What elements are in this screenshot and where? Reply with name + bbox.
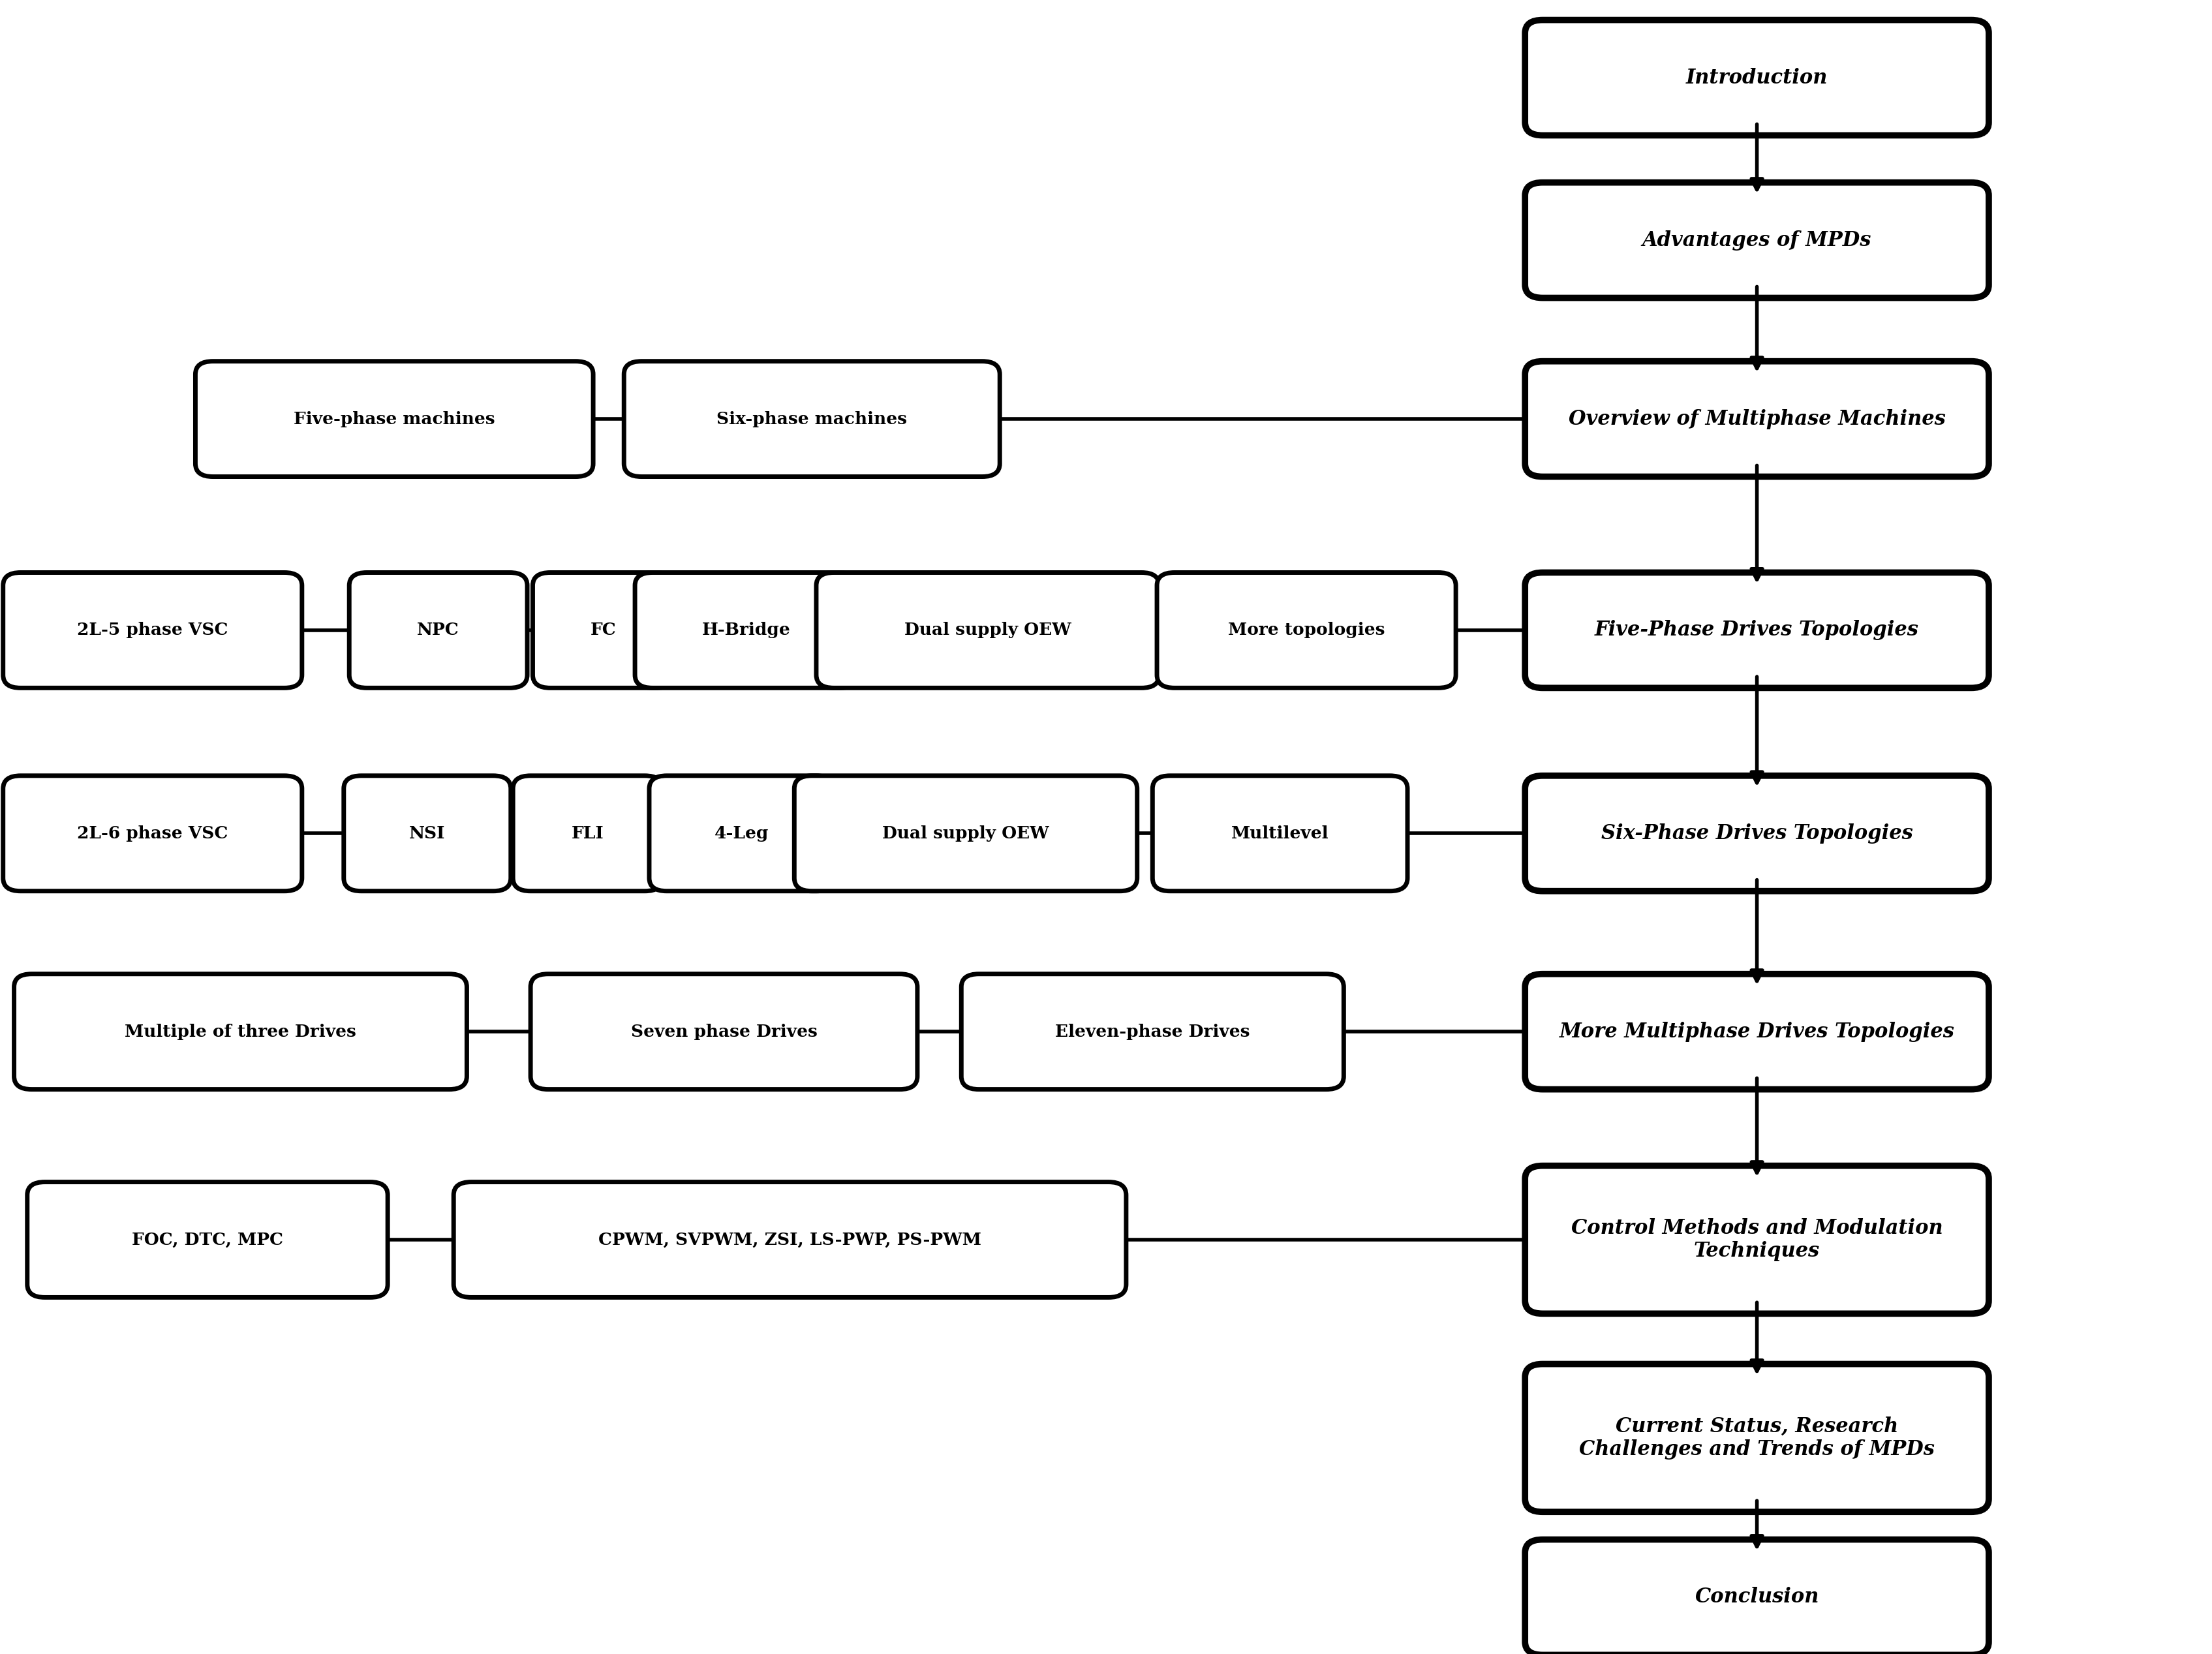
Text: Advantages of MPDs: Advantages of MPDs <box>1641 230 1871 250</box>
FancyBboxPatch shape <box>1524 572 1989 688</box>
Text: Five-Phase Drives Topologies: Five-Phase Drives Topologies <box>1595 620 1920 640</box>
FancyBboxPatch shape <box>343 776 511 892</box>
FancyBboxPatch shape <box>13 974 467 1090</box>
Text: Conclusion: Conclusion <box>1694 1588 1818 1608</box>
FancyBboxPatch shape <box>624 361 1000 476</box>
Text: FOC, DTC, MPC: FOC, DTC, MPC <box>133 1232 283 1247</box>
FancyBboxPatch shape <box>1524 1166 1989 1313</box>
FancyBboxPatch shape <box>1524 974 1989 1090</box>
Text: Eleven-phase Drives: Eleven-phase Drives <box>1055 1024 1250 1040</box>
FancyBboxPatch shape <box>2 572 303 688</box>
Text: Six-Phase Drives Topologies: Six-Phase Drives Topologies <box>1601 824 1913 844</box>
Text: Current Status, Research
Challenges and Trends of MPDs: Current Status, Research Challenges and … <box>1579 1416 1936 1460</box>
FancyBboxPatch shape <box>1524 20 1989 136</box>
FancyBboxPatch shape <box>1157 572 1455 688</box>
FancyBboxPatch shape <box>635 572 856 688</box>
Text: 2L-6 phase VSC: 2L-6 phase VSC <box>77 825 228 842</box>
Text: Six-phase machines: Six-phase machines <box>717 410 907 427</box>
FancyBboxPatch shape <box>962 974 1343 1090</box>
FancyBboxPatch shape <box>1524 182 1989 298</box>
FancyBboxPatch shape <box>513 776 661 892</box>
FancyBboxPatch shape <box>816 572 1159 688</box>
Text: FC: FC <box>591 622 617 638</box>
Text: FLI: FLI <box>571 825 604 842</box>
FancyBboxPatch shape <box>349 572 526 688</box>
Text: Overview of Multiphase Machines: Overview of Multiphase Machines <box>1568 409 1944 428</box>
FancyBboxPatch shape <box>794 776 1137 892</box>
Text: Control Methods and Modulation
Techniques: Control Methods and Modulation Technique… <box>1571 1217 1942 1262</box>
FancyBboxPatch shape <box>1524 776 1989 892</box>
FancyBboxPatch shape <box>533 572 672 688</box>
FancyBboxPatch shape <box>1524 1365 1989 1512</box>
Text: H-Bridge: H-Bridge <box>701 622 790 638</box>
FancyBboxPatch shape <box>650 776 834 892</box>
FancyBboxPatch shape <box>1152 776 1407 892</box>
Text: More Multiphase Drives Topologies: More Multiphase Drives Topologies <box>1559 1022 1955 1042</box>
FancyBboxPatch shape <box>27 1183 387 1297</box>
Text: NSI: NSI <box>409 825 445 842</box>
Text: Dual supply OEW: Dual supply OEW <box>905 622 1071 638</box>
Text: Dual supply OEW: Dual supply OEW <box>883 825 1048 842</box>
FancyBboxPatch shape <box>2 776 303 892</box>
Text: Five-phase machines: Five-phase machines <box>294 410 495 427</box>
Text: 4-Leg: 4-Leg <box>714 825 770 842</box>
Text: 2L-5 phase VSC: 2L-5 phase VSC <box>77 622 228 638</box>
Text: Introduction: Introduction <box>1686 68 1827 88</box>
FancyBboxPatch shape <box>195 361 593 476</box>
Text: Multiple of three Drives: Multiple of three Drives <box>124 1024 356 1040</box>
Text: CPWM, SVPWM, ZSI, LS-PWP, PS-PWM: CPWM, SVPWM, ZSI, LS-PWP, PS-PWM <box>599 1232 982 1247</box>
Text: More topologies: More topologies <box>1228 622 1385 638</box>
Text: Seven phase Drives: Seven phase Drives <box>630 1024 816 1040</box>
Text: NPC: NPC <box>418 622 460 638</box>
FancyBboxPatch shape <box>1524 361 1989 476</box>
FancyBboxPatch shape <box>1524 1540 1989 1654</box>
FancyBboxPatch shape <box>453 1183 1126 1297</box>
Text: Multilevel: Multilevel <box>1232 825 1329 842</box>
FancyBboxPatch shape <box>531 974 918 1090</box>
